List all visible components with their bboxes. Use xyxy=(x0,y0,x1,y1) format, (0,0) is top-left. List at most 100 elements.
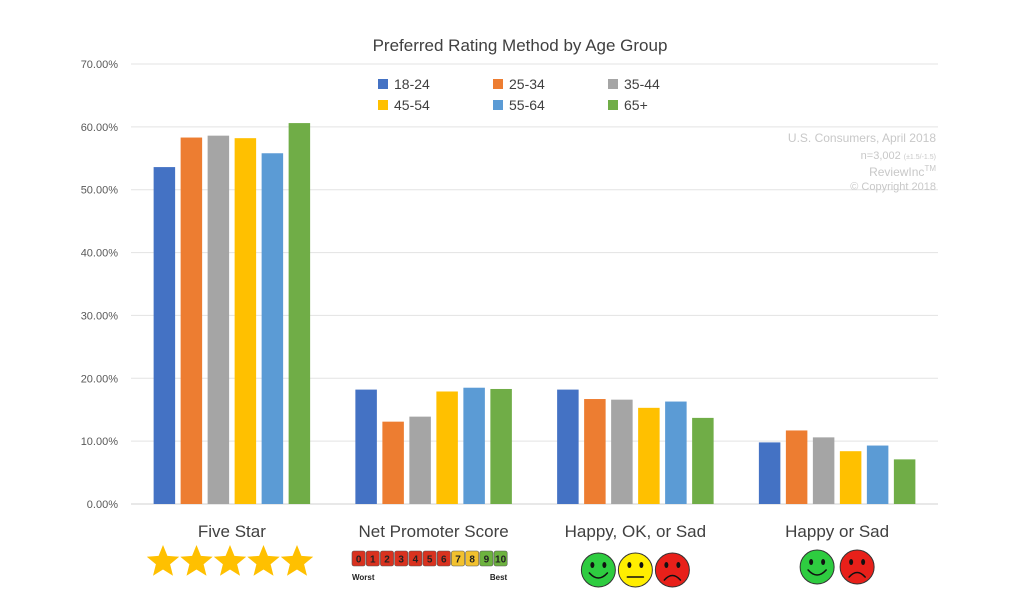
watermark-brand: ReviewInc xyxy=(869,165,924,179)
category-labels: Five Star Net Promoter Score Happy, OK, or… xyxy=(198,522,889,541)
category-label: Net Promoter Score xyxy=(359,522,509,541)
bar-55-64-1 xyxy=(463,387,485,504)
bar-18-24-1 xyxy=(355,389,377,504)
nps-number: 2 xyxy=(384,555,390,566)
bar-25-34-2 xyxy=(584,399,606,504)
bar-45-54-3 xyxy=(839,451,862,504)
nps-number: 8 xyxy=(469,555,475,566)
category-label: Happy, OK, or Sad xyxy=(565,522,706,541)
legend-label: 25-34 xyxy=(509,76,545,92)
bar-45-54-0 xyxy=(234,138,257,504)
watermark-line4: © Copyright 2018 xyxy=(850,181,936,193)
bar-55-64-3 xyxy=(866,445,889,504)
y-tick-label: 50.00% xyxy=(81,185,119,197)
y-tick-label: 10.00% xyxy=(81,436,119,448)
y-axis: 0.00% 10.00% 20.00% 30.00% 40.00% 50.00% 60.00… xyxy=(81,59,119,511)
sad-face-icon xyxy=(839,549,875,585)
legend-label: 45-54 xyxy=(394,97,430,113)
watermark-line2: n=3,002 (±1.5/-1.5) xyxy=(861,150,936,162)
y-tick-label: 0.00% xyxy=(87,499,118,511)
happy-face-icon xyxy=(580,552,616,588)
nps-best-label: Best xyxy=(490,573,508,582)
nps-number: 5 xyxy=(427,555,433,566)
chart-title: Preferred Rating Method by Age Group xyxy=(373,36,668,55)
nps-number: 6 xyxy=(441,555,447,566)
watermark: U.S. Consumers, April 2018 n=3,002 (±1.5/… xyxy=(788,131,936,193)
nps-box xyxy=(380,550,394,567)
bar-18-24-3 xyxy=(758,442,781,504)
legend: 18-24 25-34 35-44 45-54 55-64 65+ xyxy=(378,76,660,113)
legend-swatch xyxy=(493,79,503,89)
nps-number: 9 xyxy=(484,555,490,566)
watermark-tm: TM xyxy=(924,164,936,173)
bar-65+-2 xyxy=(692,417,714,504)
bar-25-34-0 xyxy=(180,137,203,505)
bar-55-64-0 xyxy=(261,153,284,504)
nps-number: 1 xyxy=(370,555,376,566)
y-tick-label: 20.00% xyxy=(81,373,119,385)
watermark-n: n=3,002 xyxy=(861,150,901,162)
five-star-icons xyxy=(146,545,314,576)
nps-box xyxy=(451,550,465,567)
star-icon xyxy=(180,545,213,576)
watermark-line3: ReviewIncTM xyxy=(869,164,936,179)
nps-box xyxy=(479,550,494,567)
nps-worst-label: Worst xyxy=(352,573,375,582)
nps-box xyxy=(465,550,480,567)
bar-65+-0 xyxy=(288,123,311,504)
y-tick-label: 60.00% xyxy=(81,122,119,134)
y-tick-label: 70.00% xyxy=(81,59,119,71)
bar-35-44-3 xyxy=(812,437,835,504)
nps-number: 7 xyxy=(455,555,461,566)
legend-swatch xyxy=(378,100,388,110)
legend-label: 18-24 xyxy=(394,76,430,92)
neutral-face-icon xyxy=(617,552,653,588)
face-icons xyxy=(580,549,875,588)
watermark-margin: (±1.5/-1.5) xyxy=(904,154,936,161)
legend-swatch xyxy=(608,100,618,110)
bar-65+-1 xyxy=(490,388,512,504)
star-icon xyxy=(146,545,180,576)
y-tick-label: 30.00% xyxy=(81,310,119,322)
bar-65+-3 xyxy=(893,459,916,504)
bar-18-24-0 xyxy=(153,167,176,505)
legend-label: 65+ xyxy=(624,97,648,113)
nps-box xyxy=(408,550,423,567)
nps-number: 10 xyxy=(495,555,507,566)
legend-swatch xyxy=(608,79,618,89)
nps-box xyxy=(394,550,409,567)
legend-swatch xyxy=(493,100,503,110)
category-label: Happy or Sad xyxy=(785,522,889,541)
bar-35-44-1 xyxy=(409,416,431,504)
bar-18-24-2 xyxy=(557,389,579,504)
legend-swatch xyxy=(378,79,388,89)
nps-number: 3 xyxy=(398,555,404,566)
nps-scale: 0 1 2 3 4 5 6 7 8 9 10 Worst Best xyxy=(351,550,508,582)
bar-25-34-3 xyxy=(785,430,808,504)
nps-box xyxy=(422,550,437,567)
bars xyxy=(153,123,916,505)
nps-box xyxy=(493,550,508,567)
nps-number: 4 xyxy=(413,555,419,566)
bar-55-64-2 xyxy=(665,401,687,504)
nps-number: 0 xyxy=(356,555,362,566)
star-icon xyxy=(213,545,247,576)
legend-label: 35-44 xyxy=(624,76,660,92)
watermark-line1: U.S. Consumers, April 2018 xyxy=(788,131,936,145)
legend-label: 55-64 xyxy=(509,97,545,113)
bar-35-44-2 xyxy=(611,399,633,504)
nps-box xyxy=(436,550,451,567)
star-icon xyxy=(247,545,280,576)
bar-45-54-1 xyxy=(436,391,458,504)
y-tick-label: 40.00% xyxy=(81,248,119,260)
star-icon xyxy=(280,545,314,576)
bar-25-34-1 xyxy=(382,421,404,504)
category-label: Five Star xyxy=(198,522,266,541)
sad-face-icon xyxy=(654,552,690,588)
happy-face-icon xyxy=(799,549,835,585)
bar-35-44-0 xyxy=(207,135,230,504)
nps-box xyxy=(365,550,380,567)
nps-box xyxy=(351,550,366,567)
bar-45-54-2 xyxy=(638,407,660,504)
